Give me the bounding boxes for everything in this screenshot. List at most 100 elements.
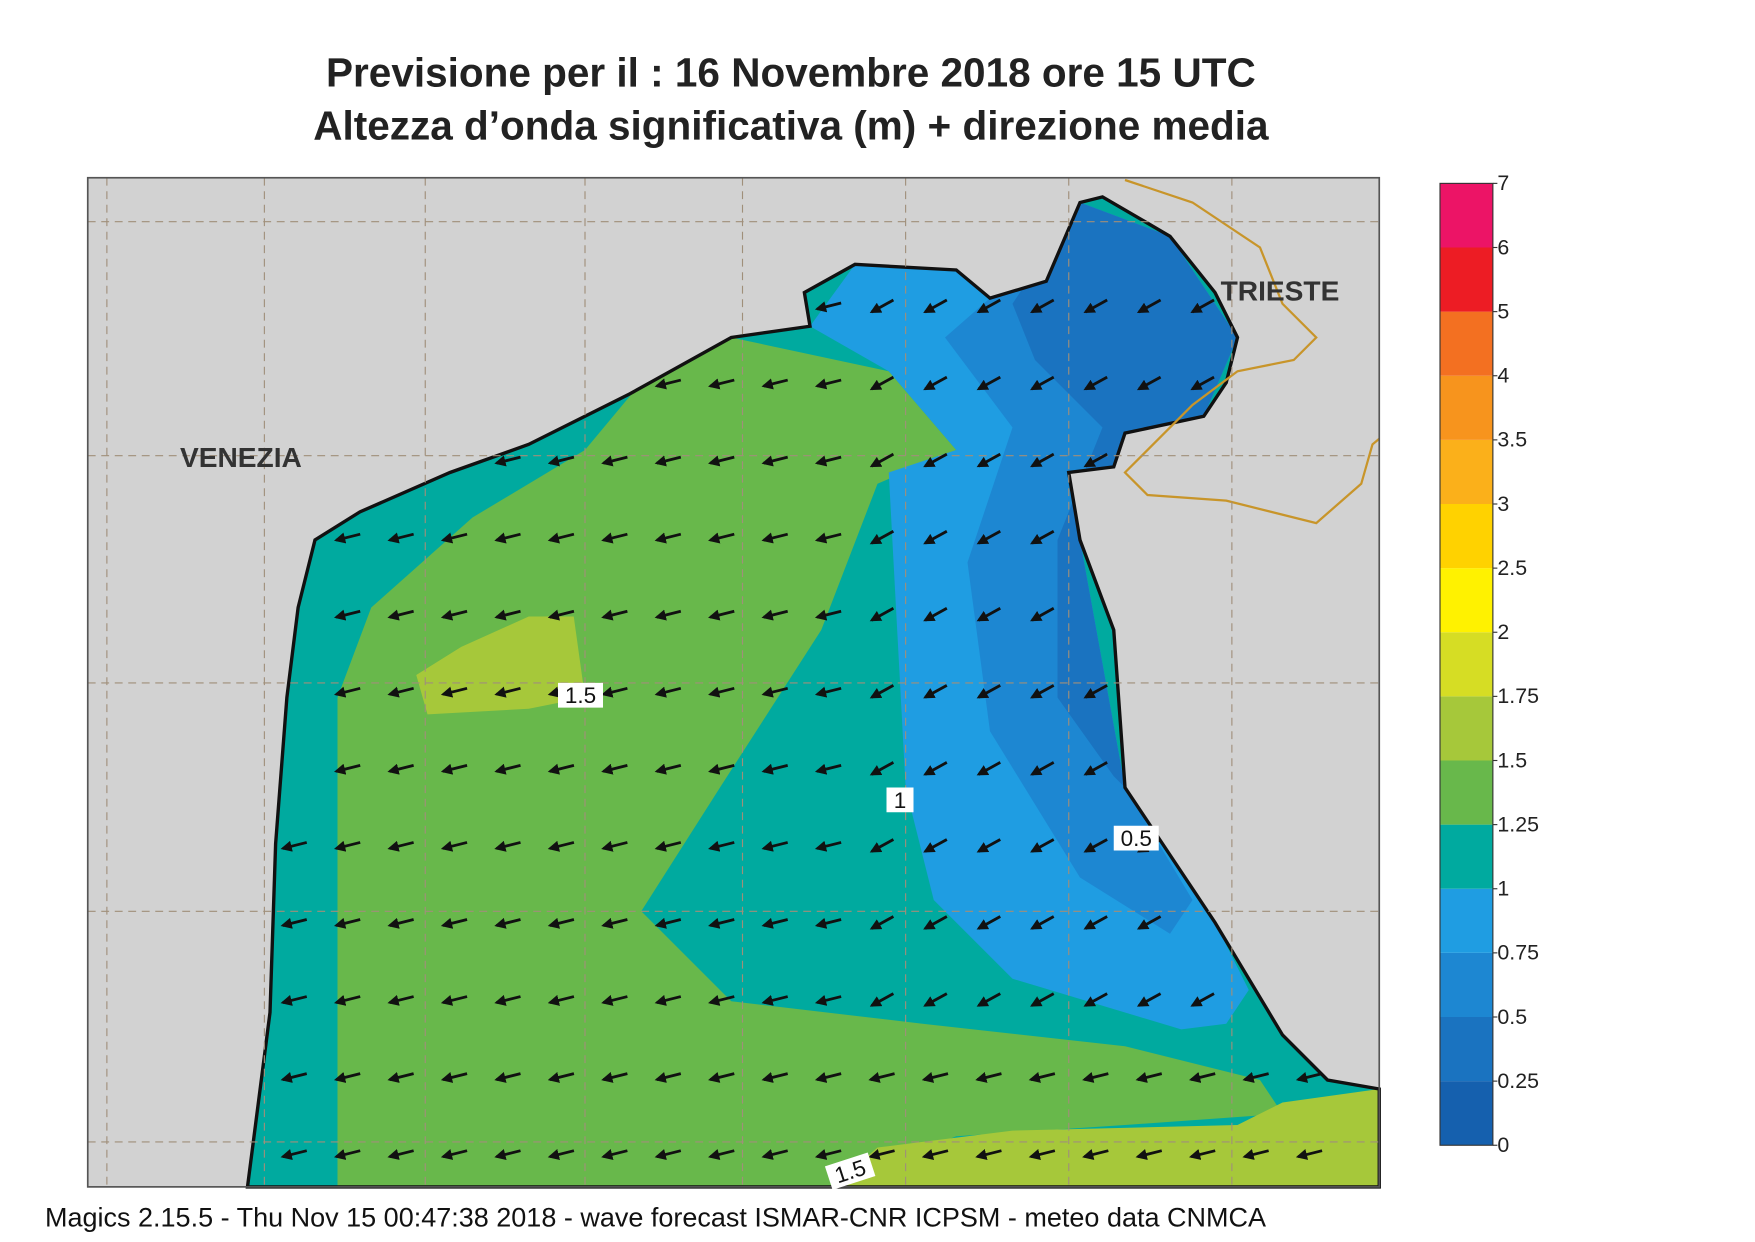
arrow [387,840,414,852]
map-frame [86,176,1381,1188]
arrow [1083,992,1108,1007]
arrow [923,992,948,1007]
arrow [1030,452,1055,468]
arrow [761,763,789,775]
arrow [921,1071,949,1083]
arrow [708,455,735,467]
arrow [1136,375,1162,391]
arrow [333,994,361,1006]
arrow [708,1071,735,1083]
arrow [814,609,842,621]
arrow [708,609,735,621]
colorbar: 0 0.25 0.5 0.75 1 1.25 1.5 1.75 2 2.5 3 3.5 4 5 6 7 [1439,171,1539,1157]
arrow [708,917,735,929]
arrow [869,452,895,468]
arrow [654,1071,682,1083]
arrow [868,1149,895,1160]
arrow [654,917,682,929]
arrow [923,684,948,699]
arrow [440,1149,468,1160]
arrow [601,763,628,775]
arrow [976,992,1001,1007]
arrow [1028,1071,1056,1083]
arrow [601,917,628,929]
arrow [654,455,682,467]
arrow [976,761,1001,776]
colorbar-label: 6 [1497,235,1509,259]
colorbar-band [1440,1081,1493,1146]
arrow [1030,607,1055,622]
arrow [1083,452,1108,468]
arrow [976,915,1001,930]
arrow [333,840,361,852]
arrow [440,1071,468,1083]
place-label: VENEZIA [180,442,302,473]
arrow [1190,298,1215,314]
arrow [1242,1149,1269,1160]
colorbar-label: 0 [1497,1133,1509,1157]
arrow [1030,684,1055,699]
arrow [976,298,1001,314]
arrow [494,609,521,621]
arrow [708,763,735,775]
arrow [814,763,842,775]
title-line: Previsione per il : 16 Novembre 2018 ore… [326,50,1256,96]
arrow [440,609,468,621]
arrow [654,1149,682,1160]
colorbar-label: 3 [1497,492,1509,516]
arrow [976,529,1001,545]
arrow [814,532,842,544]
arrow [494,1149,521,1160]
field-band [832,1089,1380,1187]
arrow [1028,1149,1056,1160]
arrow [654,532,682,544]
contour-label-text: 0.5 [1121,826,1152,851]
arrow [654,686,682,698]
arrow [547,917,575,929]
arrow [547,1071,575,1083]
colorbar-band [1440,760,1493,825]
arrow [494,455,521,467]
arrow [814,994,842,1006]
arrow [333,1149,361,1160]
arrow [440,917,468,929]
arrow [708,840,735,852]
arrow [1190,992,1215,1007]
arrow [1082,1071,1109,1083]
arrow [1083,761,1108,776]
arrow [761,1149,789,1160]
arrow [708,994,735,1006]
arrow [869,607,895,622]
colorbar-label: 0.75 [1497,941,1539,965]
arrow [1136,992,1162,1007]
colorbar-label: 1 [1497,877,1509,901]
arrow [1136,298,1162,314]
arrow [976,452,1001,468]
arrow [761,994,789,1006]
arrow [547,994,575,1006]
contour-label-text: 1 [894,788,907,813]
arrow [440,763,468,775]
arrow [814,1071,842,1083]
arrow [1083,298,1108,314]
colorbar-label: 5 [1497,299,1509,323]
arrow [654,763,682,775]
arrow [761,1071,789,1083]
arrow [1295,1149,1323,1160]
arrow [333,763,361,775]
arrow [333,917,361,929]
colorbar-band [1440,183,1493,248]
arrow [387,763,414,775]
arrow [923,607,948,622]
arrow [547,609,575,621]
arrow [1030,375,1055,391]
arrow [387,917,414,929]
arrow [494,532,521,544]
arrow [1136,915,1162,930]
arrow [601,455,628,467]
arrow [280,1071,308,1083]
arrow [601,532,628,544]
arrow [1030,298,1055,314]
arrow [280,994,308,1006]
contour-label: 1 [886,787,914,813]
